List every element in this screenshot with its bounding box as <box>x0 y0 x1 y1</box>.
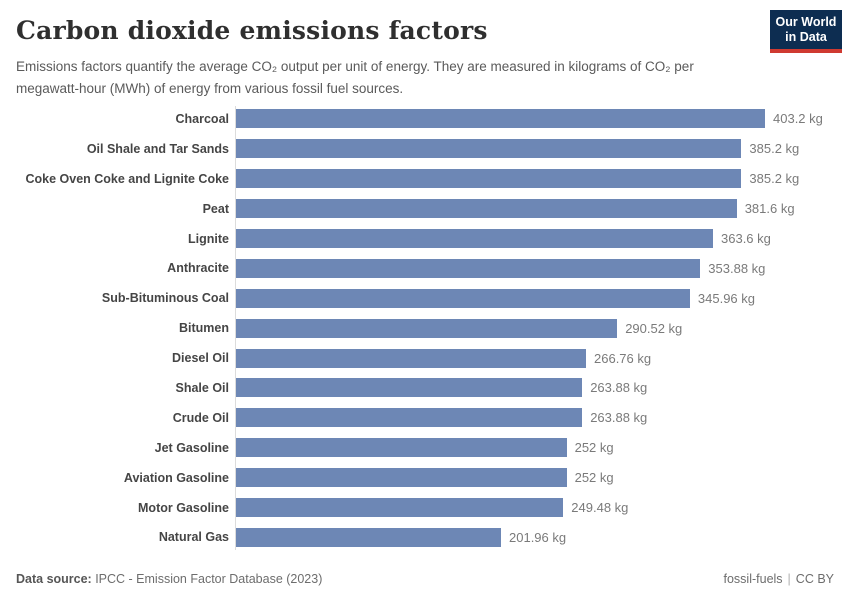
value-label: 249.48 kg <box>571 500 629 516</box>
bar-wrap: 290.52 kg <box>236 318 850 338</box>
bar[interactable] <box>236 169 742 189</box>
bar[interactable] <box>236 288 690 308</box>
owid-logo-line1: Our World <box>775 15 837 29</box>
data-source-text: IPCC - Emission Factor Database (2023) <box>91 572 323 586</box>
chart-rows: Charcoal 403.2 kg Oil Shale and Tar Sands 3… <box>0 104 850 552</box>
footer-attribution: fossil-fuels | CC BY <box>724 572 835 586</box>
category-label: Natural Gas <box>158 530 229 545</box>
owid-logo-line2: in Data <box>785 30 827 44</box>
chart-subtitle: Emissions factors quantify the average C… <box>16 59 694 96</box>
bar[interactable] <box>236 318 618 338</box>
category-label: Oil Shale and Tar Sands <box>86 141 229 156</box>
data-source: Data source: IPCC - Emission Factor Data… <box>16 572 322 586</box>
value-label: 345.96 kg <box>697 290 755 306</box>
bar[interactable] <box>236 229 713 248</box>
value-label: 201.96 kg <box>509 529 567 545</box>
category-label: Crude Oil <box>172 410 229 425</box>
value-label: 381.6 kg <box>744 201 795 217</box>
bar-chart: Charcoal 403.2 kg Oil Shale and Tar Sands 3… <box>0 104 850 552</box>
category-label: Motor Gasoline <box>138 500 229 515</box>
chart-row: Aviation Gasoline 252 kg <box>0 463 850 493</box>
bar[interactable] <box>236 378 583 398</box>
value-label: 385.2 kg <box>749 171 800 187</box>
category-label: Shale Oil <box>175 380 230 395</box>
bar[interactable] <box>236 408 583 428</box>
chart-row: Bitumen 290.52 kg <box>0 313 850 343</box>
footer-separator: | <box>787 572 791 586</box>
topic-link[interactable]: fossil-fuels <box>723 572 783 586</box>
category-label: Jet Gasoline <box>154 440 229 455</box>
chart-row: Natural Gas 201.96 kg <box>0 522 850 552</box>
bar-wrap: 252 kg <box>236 468 850 488</box>
bar[interactable] <box>236 498 564 518</box>
chart-footer: Data source: IPCC - Emission Factor Data… <box>16 572 834 586</box>
chart-row: Jet Gasoline 252 kg <box>0 433 850 463</box>
chart-row: Peat 381.6 kg <box>0 194 850 224</box>
bar-wrap: 403.2 kg <box>236 109 850 129</box>
bar-wrap: 385.2 kg <box>236 139 850 159</box>
y-axis-line <box>235 106 236 551</box>
value-label: 385.2 kg <box>749 141 800 157</box>
bar[interactable] <box>236 438 567 458</box>
data-source-label: Data source: <box>16 572 92 586</box>
category-label: Peat <box>202 201 229 216</box>
bar[interactable] <box>236 348 586 368</box>
category-label: Aviation Gasoline <box>123 470 229 485</box>
bar[interactable] <box>236 258 701 278</box>
chart-row: Motor Gasoline 249.48 kg <box>0 493 850 523</box>
license-link[interactable]: CC BY <box>795 572 834 586</box>
bar-wrap: 252 kg <box>236 438 850 458</box>
chart-row: Charcoal 403.2 kg <box>0 104 850 134</box>
bar[interactable] <box>236 139 742 159</box>
value-label: 252 kg <box>574 440 614 456</box>
chart-row: Diesel Oil 266.76 kg <box>0 343 850 373</box>
category-label: Coke Oven Coke and Lignite Coke <box>25 171 229 186</box>
value-label: 252 kg <box>574 470 614 486</box>
bar-wrap: 363.6 kg <box>236 229 850 248</box>
value-label: 353.88 kg <box>708 260 766 276</box>
chart-row: Coke Oven Coke and Lignite Coke 385.2 kg <box>0 164 850 194</box>
chart-row: Crude Oil 263.88 kg <box>0 403 850 433</box>
value-label: 266.76 kg <box>594 350 652 366</box>
chart-row: Sub-Bituminous Coal 345.96 kg <box>0 283 850 313</box>
bar[interactable] <box>236 109 765 129</box>
category-label: Charcoal <box>175 111 230 126</box>
bar[interactable] <box>236 527 501 547</box>
owid-logo[interactable]: Our World in Data <box>770 10 842 53</box>
bar-wrap: 263.88 kg <box>236 408 850 428</box>
bar-wrap: 266.76 kg <box>236 348 850 368</box>
bar-wrap: 345.96 kg <box>236 288 850 308</box>
bar-wrap: 353.88 kg <box>236 258 850 278</box>
bar-wrap: 381.6 kg <box>236 199 850 219</box>
value-label: 290.52 kg <box>625 320 683 336</box>
bar-wrap: 249.48 kg <box>236 498 850 518</box>
value-label: 403.2 kg <box>773 111 823 127</box>
category-label: Diesel Oil <box>172 351 229 366</box>
chart-row: Anthracite 353.88 kg <box>0 253 850 283</box>
bar[interactable] <box>236 468 567 488</box>
category-label: Sub-Bituminous Coal <box>101 291 229 306</box>
value-label: 263.88 kg <box>590 380 648 396</box>
category-label: Lignite <box>188 231 229 246</box>
value-label: 363.6 kg <box>721 231 771 246</box>
category-label: Anthracite <box>167 261 229 276</box>
bar-wrap: 385.2 kg <box>236 169 850 189</box>
chart-row: Shale Oil 263.88 kg <box>0 373 850 403</box>
chart-row: Oil Shale and Tar Sands 385.2 kg <box>0 134 850 164</box>
value-label: 263.88 kg <box>590 410 648 426</box>
chart-row: Lignite 363.6 kg <box>0 224 850 254</box>
bar-wrap: 201.96 kg <box>236 527 850 547</box>
page-title: Carbon dioxide emissions factors <box>16 16 488 45</box>
bar-wrap: 263.88 kg <box>236 378 850 398</box>
category-label: Bitumen <box>179 321 229 336</box>
bar[interactable] <box>236 199 737 219</box>
